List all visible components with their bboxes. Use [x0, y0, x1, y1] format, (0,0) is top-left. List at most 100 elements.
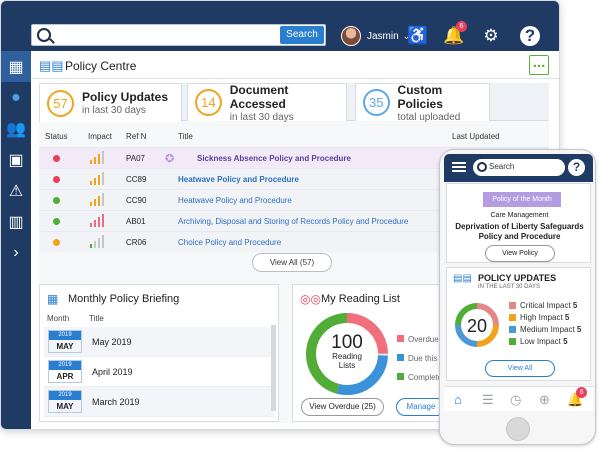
- hamburger-icon[interactable]: [452, 162, 466, 172]
- table-row[interactable]: CR06 Choice Policy and Procedure: [39, 231, 549, 252]
- award-icon: ✪: [165, 153, 175, 165]
- briefing-row[interactable]: 2019 MAY March 2019: [44, 387, 274, 417]
- ref-number: AB01: [126, 217, 146, 226]
- month-label: MAY: [56, 402, 74, 411]
- high-value: 5: [564, 313, 570, 322]
- mobile-bottom-nav: ⌂ ☰ ◷ ⊕ 🔔 6: [444, 386, 593, 411]
- briefing-header: Month Title: [47, 314, 275, 323]
- sidebar-item-building[interactable]: ▥: [8, 213, 24, 231]
- impact-bars-icon: [90, 193, 104, 206]
- help-icon[interactable]: ?: [568, 159, 585, 176]
- reading-donut-chart: [306, 313, 388, 395]
- view-all-policies-button[interactable]: View All (57): [252, 253, 332, 272]
- year-label: 2019: [49, 361, 81, 370]
- help-icon[interactable]: ?: [520, 26, 540, 46]
- impact-bars-icon: [90, 172, 104, 185]
- table-row[interactable]: AB01 Archiving, Disposal and Storing of …: [39, 210, 549, 231]
- mobile-notification-badge: 6: [576, 387, 588, 398]
- table-row[interactable]: PA07 ✪ Sickness Absence Policy and Proce…: [39, 147, 549, 168]
- column-impact: Impact: [88, 132, 113, 141]
- top-bar: Search Jasmin ⌄ ♿ 🔔 6 ⚙ ?: [1, 1, 559, 51]
- column-title: Title: [178, 132, 193, 141]
- view-overdue-button[interactable]: View Overdue (25): [301, 398, 384, 416]
- glasses-icon: ◎◎: [300, 292, 321, 306]
- briefing-row[interactable]: 2019 MAY May 2019: [44, 327, 274, 357]
- policy-title-link[interactable]: Sickness Absence Policy and Procedure: [197, 154, 351, 163]
- sidebar-item-warning[interactable]: ⚠: [8, 182, 24, 200]
- sidebar-item-users[interactable]: 👥: [6, 120, 26, 138]
- legend-critical: Critical Impact 5: [509, 301, 577, 310]
- policy-of-month-title-1: Deprivation of Liberty Safeguards: [455, 222, 584, 231]
- status-dot: [53, 197, 60, 204]
- policy-title-link[interactable]: Heatwave Policy and Procedure: [178, 175, 299, 184]
- user-menu[interactable]: Jasmin ⌄: [341, 25, 410, 47]
- accessibility-icon[interactable]: ♿: [407, 26, 429, 45]
- critical-value: 5: [572, 301, 578, 310]
- mobile-view-all-button[interactable]: View All: [485, 360, 555, 377]
- ref-number: CC89: [126, 175, 147, 184]
- sidebar-item-check[interactable]: ●: [11, 88, 21, 106]
- policy-title-link[interactable]: Choice Policy and Procedure: [178, 238, 282, 247]
- page-header: ▤▤ Policy Centre ...: [31, 51, 559, 79]
- legend-medium: Medium Impact 5: [509, 325, 581, 334]
- sidebar-item-clipboard[interactable]: ▣: [8, 151, 24, 169]
- summary-tabs: 57 Policy Updates in last 30 days 14 Docu…: [39, 83, 549, 123]
- overdue-legend: Overdue: [397, 330, 445, 349]
- mobile-preview: Search ? Policy of the Month Care Manage…: [439, 149, 596, 445]
- mobile-update-total: 20: [466, 316, 488, 336]
- tab-custom-policies[interactable]: 35 Custom Policies total uploaded: [355, 83, 490, 123]
- tab-title: Policy Updates: [82, 90, 169, 104]
- calendar-icon: ▦: [47, 292, 59, 306]
- reading-total: 100 Reading Lists: [322, 333, 372, 370]
- mobile-search-field[interactable]: Search: [473, 159, 565, 176]
- avatar: [341, 26, 361, 46]
- table-row[interactable]: CC90 Heatwave Policy and Procedure: [39, 189, 549, 210]
- title-header: Title: [89, 314, 104, 323]
- reading-label-1: Reading: [332, 352, 362, 361]
- care-management-label: Care Management: [490, 212, 549, 219]
- search-button[interactable]: Search: [280, 26, 324, 44]
- overdue-label: Overdue: [408, 335, 439, 344]
- home-button[interactable]: [506, 417, 530, 441]
- month-badge: 2019 MAY: [48, 390, 82, 413]
- policy-title-link[interactable]: Heatwave Policy and Procedure: [178, 196, 292, 205]
- policy-title-link[interactable]: Archiving, Disposal and Storing of Recor…: [178, 217, 409, 226]
- home-icon[interactable]: ⌂: [454, 392, 462, 407]
- mobile-impact-donut: [455, 303, 499, 347]
- briefing-link[interactable]: May 2019: [92, 337, 132, 347]
- status-dot: [53, 218, 60, 225]
- notifications-icon[interactable]: 🔔 6: [567, 387, 588, 408]
- reading-list-panel: ◎◎ My Reading List 100 Reading Lists Ove…: [292, 284, 446, 422]
- tab-document-accessed[interactable]: 14 Document Accessed in last 30 days: [187, 83, 347, 123]
- view-policy-button[interactable]: View Policy: [485, 245, 555, 262]
- briefing-title: Monthly Policy Briefing: [68, 293, 180, 305]
- custom-policies-count: 35: [363, 89, 390, 116]
- year-label: 2019: [49, 391, 81, 400]
- reading-label-2: Lists: [338, 361, 356, 370]
- briefing-link[interactable]: March 2019: [92, 397, 140, 407]
- tab-policy-updates[interactable]: 57 Policy Updates in last 30 days: [39, 83, 182, 122]
- month-badge: 2019 MAY: [48, 330, 82, 353]
- sidebar-item-policy[interactable]: ▦: [1, 51, 31, 82]
- settings-icon[interactable]: ⚙: [483, 26, 499, 45]
- list-icon[interactable]: ☰: [482, 392, 494, 407]
- tab-subtitle: in last 30 days: [229, 111, 294, 123]
- month-label: MAY: [56, 342, 74, 351]
- add-icon[interactable]: ⊕: [539, 392, 550, 407]
- notifications-icon[interactable]: 🔔 6: [443, 21, 467, 46]
- search-field[interactable]: Search: [31, 24, 326, 46]
- briefing-row[interactable]: 2019 APR April 2019: [44, 357, 274, 387]
- medium-label: Medium Impact: [520, 325, 575, 334]
- low-value: 5: [563, 337, 568, 346]
- table-row[interactable]: CC89 Heatwave Policy and Procedure: [39, 168, 549, 189]
- sidebar-item-expand[interactable]: ›: [13, 243, 19, 261]
- policy-updates-count: 57: [47, 89, 74, 117]
- column-last-updated: Last Updated: [452, 132, 500, 141]
- low-label: Low Impact: [520, 337, 561, 346]
- mobile-top-bar: Search ?: [444, 154, 593, 182]
- history-icon[interactable]: ◷: [510, 392, 522, 407]
- briefing-link[interactable]: April 2019: [92, 367, 133, 377]
- more-options-button[interactable]: ...: [529, 55, 549, 75]
- briefing-scrollbar[interactable]: [271, 325, 276, 411]
- medium-value: 5: [576, 325, 582, 334]
